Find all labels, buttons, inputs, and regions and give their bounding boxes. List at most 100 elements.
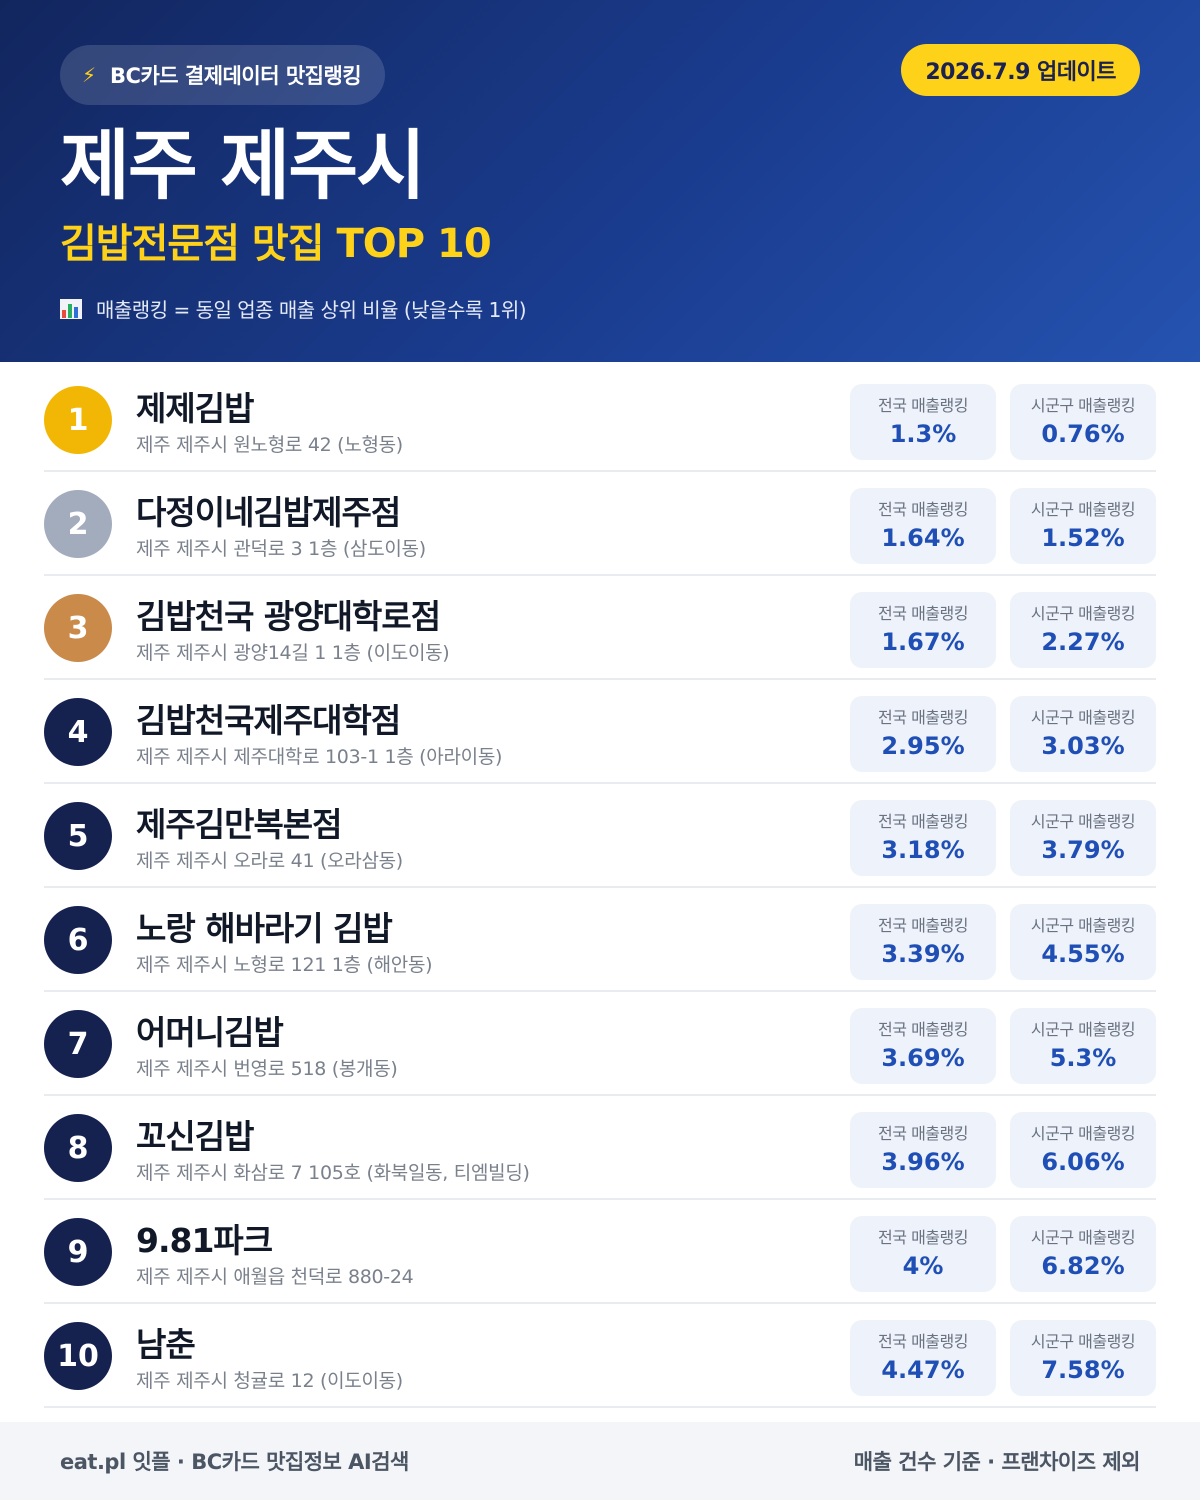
lightning-icon: ⚡ bbox=[82, 63, 97, 87]
restaurant-name: 김밥천국 광양대학로점 bbox=[136, 597, 441, 636]
header-banner: ⚡ BC카드 결제데이터 맛집랭킹 2026.7.9 업데이트 제주 제주시 김… bbox=[0, 0, 1200, 362]
local-rank-value: 1.52% bbox=[1041, 524, 1125, 552]
national-rank-label: 전국 매출랭킹 bbox=[878, 708, 968, 727]
national-rank-label: 전국 매출랭킹 bbox=[878, 1228, 968, 1247]
national-rank-card: 전국 매출랭킹 3.39% bbox=[850, 904, 996, 980]
national-rank-card: 전국 매출랭킹 1.67% bbox=[850, 592, 996, 668]
ranking-note-text: 매출랭킹 = 동일 업종 매출 상위 비율 (낮을수록 1위) bbox=[96, 298, 527, 322]
national-rank-label: 전국 매출랭킹 bbox=[878, 1124, 968, 1143]
local-rank-label: 시군구 매출랭킹 bbox=[1030, 1124, 1136, 1143]
local-rank-value: 3.03% bbox=[1041, 732, 1125, 760]
page-title: 제주 제주시 bbox=[60, 121, 426, 210]
footer: eat.pl 잇플 · BC카드 맛집정보 AI검색 매출 건수 기준 · 프랜… bbox=[0, 1422, 1200, 1500]
rank-badge: 9 bbox=[44, 1218, 112, 1286]
restaurant-name: 9.81파크 bbox=[136, 1221, 273, 1260]
local-rank-label: 시군구 매출랭킹 bbox=[1030, 500, 1136, 519]
local-rank-value: 3.79% bbox=[1041, 836, 1125, 864]
source-label: BC카드 결제데이터 맛집랭킹 bbox=[110, 64, 362, 88]
rank-badge: 7 bbox=[44, 1010, 112, 1078]
restaurant-address: 제주 제주시 청귤로 12 (이도이동) bbox=[136, 1370, 403, 1392]
national-rank-label: 전국 매출랭킹 bbox=[878, 396, 968, 415]
restaurant-address: 제주 제주시 번영로 518 (봉개동) bbox=[136, 1058, 398, 1080]
national-rank-value: 2.95% bbox=[881, 732, 965, 760]
local-rank-label: 시군구 매출랭킹 bbox=[1030, 396, 1136, 415]
national-rank-label: 전국 매출랭킹 bbox=[878, 1020, 968, 1039]
national-rank-value: 1.3% bbox=[889, 420, 957, 448]
restaurant-address: 제주 제주시 화삼로 7 105호 (화북일동, 티엠빌딩) bbox=[136, 1162, 530, 1184]
restaurant-address: 제주 제주시 제주대학로 103-1 1층 (아라이동) bbox=[136, 746, 503, 768]
bar-chart-icon bbox=[60, 298, 82, 319]
local-rank-value: 7.58% bbox=[1041, 1356, 1125, 1384]
national-rank-value: 4% bbox=[902, 1252, 944, 1280]
local-rank-label: 시군구 매출랭킹 bbox=[1030, 1332, 1136, 1351]
national-rank-label: 전국 매출랭킹 bbox=[878, 1332, 968, 1351]
source-badge: ⚡ BC카드 결제데이터 맛집랭킹 bbox=[60, 45, 386, 105]
list-item[interactable]: 6 노랑 해바라기 김밥 제주 제주시 노형로 121 1층 (해안동) 전국 매출랭… bbox=[44, 888, 1156, 992]
local-rank-card: 시군구 매출랭킹 7.58% bbox=[1010, 1320, 1156, 1396]
local-rank-label: 시군구 매출랭킹 bbox=[1030, 812, 1136, 831]
national-rank-card: 전국 매출랭킹 4.47% bbox=[850, 1320, 996, 1396]
local-rank-card: 시군구 매출랭킹 6.82% bbox=[1010, 1216, 1156, 1292]
local-rank-label: 시군구 매출랭킹 bbox=[1030, 708, 1136, 727]
national-rank-value: 1.64% bbox=[881, 524, 965, 552]
local-rank-value: 5.3% bbox=[1049, 1044, 1117, 1072]
national-rank-label: 전국 매출랭킹 bbox=[878, 500, 968, 519]
restaurant-address: 제주 제주시 관덕로 3 1층 (삼도이동) bbox=[136, 538, 426, 560]
national-rank-card: 전국 매출랭킹 3.18% bbox=[850, 800, 996, 876]
restaurant-address: 제주 제주시 광양14길 1 1층 (이도이동) bbox=[136, 642, 450, 664]
rank-badge: 3 bbox=[44, 594, 112, 662]
list-item[interactable]: 7 어머니김밥 제주 제주시 번영로 518 (봉개동) 전국 매출랭킹 3.69% 시군… bbox=[44, 992, 1156, 1096]
restaurant-name: 꼬신김밥 bbox=[136, 1117, 254, 1156]
update-date-badge: 2026.7.9 업데이트 bbox=[901, 44, 1140, 96]
national-rank-value: 3.18% bbox=[881, 836, 965, 864]
local-rank-card: 시군구 매출랭킹 4.55% bbox=[1010, 904, 1156, 980]
footer-criteria: 매출 건수 기준 · 프랜차이즈 제외 bbox=[853, 1450, 1141, 1474]
national-rank-card: 전국 매출랭킹 1.64% bbox=[850, 488, 996, 564]
local-rank-value: 2.27% bbox=[1041, 628, 1125, 656]
local-rank-card: 시군구 매출랭킹 3.79% bbox=[1010, 800, 1156, 876]
restaurant-address: 제주 제주시 노형로 121 1층 (해안동) bbox=[136, 954, 433, 976]
national-rank-label: 전국 매출랭킹 bbox=[878, 604, 968, 623]
rank-badge: 10 bbox=[44, 1322, 112, 1390]
restaurant-address: 제주 제주시 원노형로 42 (노형동) bbox=[136, 434, 403, 456]
restaurant-name: 제주김만복본점 bbox=[136, 805, 343, 844]
footer-brand: eat.pl 잇플 · BC카드 맛집정보 AI검색 bbox=[60, 1450, 409, 1474]
restaurant-address: 제주 제주시 오라로 41 (오라삼동) bbox=[136, 850, 403, 872]
rank-badge: 8 bbox=[44, 1114, 112, 1182]
local-rank-card: 시군구 매출랭킹 0.76% bbox=[1010, 384, 1156, 460]
national-rank-value: 4.47% bbox=[881, 1356, 965, 1384]
restaurant-address: 제주 제주시 애월읍 천덕로 880-24 bbox=[136, 1266, 414, 1288]
rank-badge: 1 bbox=[44, 386, 112, 454]
national-rank-label: 전국 매출랭킹 bbox=[878, 916, 968, 935]
national-rank-card: 전국 매출랭킹 4% bbox=[850, 1216, 996, 1292]
local-rank-label: 시군구 매출랭킹 bbox=[1030, 916, 1136, 935]
local-rank-value: 4.55% bbox=[1041, 940, 1125, 968]
local-rank-label: 시군구 매출랭킹 bbox=[1030, 1020, 1136, 1039]
rank-badge: 4 bbox=[44, 698, 112, 766]
national-rank-value: 3.39% bbox=[881, 940, 965, 968]
rank-badge: 5 bbox=[44, 802, 112, 870]
rank-badge: 2 bbox=[44, 490, 112, 558]
local-rank-card: 시군구 매출랭킹 1.52% bbox=[1010, 488, 1156, 564]
restaurant-name: 남춘 bbox=[136, 1325, 196, 1364]
restaurant-name: 김밥천국제주대학점 bbox=[136, 701, 401, 740]
national-rank-card: 전국 매출랭킹 3.96% bbox=[850, 1112, 996, 1188]
local-rank-value: 6.82% bbox=[1041, 1252, 1125, 1280]
rank-badge: 6 bbox=[44, 906, 112, 974]
national-rank-value: 1.67% bbox=[881, 628, 965, 656]
local-rank-label: 시군구 매출랭킹 bbox=[1030, 604, 1136, 623]
list-item[interactable]: 2 다정이네김밥제주점 제주 제주시 관덕로 3 1층 (삼도이동) 전국 매출랭킹 1… bbox=[44, 472, 1156, 576]
local-rank-label: 시군구 매출랭킹 bbox=[1030, 1228, 1136, 1247]
national-rank-card: 전국 매출랭킹 1.3% bbox=[850, 384, 996, 460]
local-rank-card: 시군구 매출랭킹 5.3% bbox=[1010, 1008, 1156, 1084]
restaurant-name: 제제김밥 bbox=[136, 389, 254, 428]
national-rank-card: 전국 매출랭킹 3.69% bbox=[850, 1008, 996, 1084]
